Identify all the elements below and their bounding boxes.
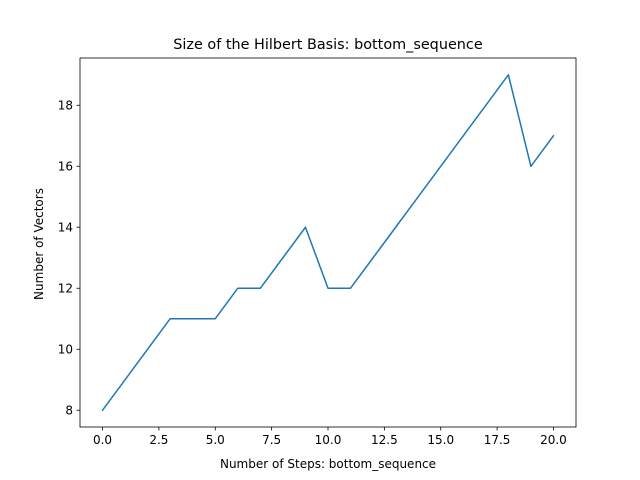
x-tick-label: 20.0 xyxy=(540,433,567,447)
y-axis-ticks: 8 10 12 14 16 18 xyxy=(58,99,80,418)
x-tick-label: 2.5 xyxy=(149,433,168,447)
y-tick-label: 14 xyxy=(58,221,73,235)
y-tick-label: 10 xyxy=(58,343,73,357)
x-tick-label: 12.5 xyxy=(371,433,398,447)
x-tick-label: 7.5 xyxy=(262,433,281,447)
x-tick-label: 5.0 xyxy=(206,433,225,447)
x-tick-label: 17.5 xyxy=(484,433,511,447)
x-tick-label: 0.0 xyxy=(93,433,112,447)
y-axis-label: Number of Vectors xyxy=(32,188,46,300)
x-tick-label: 10.0 xyxy=(315,433,342,447)
y-tick-label: 12 xyxy=(58,282,73,296)
x-axis-ticks: 0.0 2.5 5.0 7.5 10.0 12.5 15.0 17.5 20.0 xyxy=(93,427,567,447)
series-line-0 xyxy=(101,74,555,412)
y-tick-label: 18 xyxy=(58,99,73,113)
chart-title: Size of the Hilbert Basis: bottom_sequen… xyxy=(173,37,483,53)
x-axis-label: Number of Steps: bottom_sequence xyxy=(220,457,436,471)
y-tick-label: 16 xyxy=(58,160,73,174)
x-tick-label: 15.0 xyxy=(427,433,454,447)
y-tick-label: 8 xyxy=(65,404,73,418)
